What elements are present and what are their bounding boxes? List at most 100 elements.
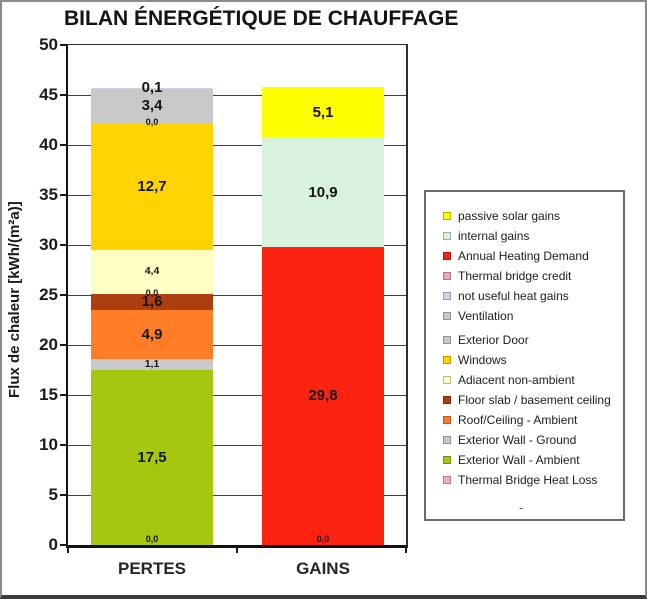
segment-label-exterior-wall-ground: 1,1 [144, 357, 160, 370]
y-gridline [68, 95, 406, 96]
y-tick-label: 0 [48, 535, 58, 554]
y-tick [60, 294, 67, 296]
bar-segment-exterior-wall-ambient [91, 370, 213, 545]
legend-artifact-dash: - [519, 500, 524, 515]
legend-label-floor-slab-basement-ceiling: Floor slab / basement ceiling [458, 393, 611, 407]
segment-label-internal-gains: 10,9 [308, 183, 338, 201]
legend-item-passive-solar-gains: passive solar gains [443, 206, 623, 226]
y-tick-label: 40 [39, 135, 58, 154]
legend-items: passive solar gains internal gains Annual … [443, 206, 623, 490]
legend-label-roof-ceiling-ambient: Roof/Ceiling - Ambient [458, 413, 578, 427]
y-gridline [68, 245, 406, 246]
category-label-gains: GAINS [296, 559, 350, 578]
y-tick [60, 544, 67, 546]
legend-swatch-roof-ceiling-ambient [443, 416, 451, 424]
legend-swatch-passive-solar-gains [443, 212, 451, 220]
legend-item-windows: Windows [443, 350, 623, 370]
segment-label-passive-solar-gains: 5,1 [312, 103, 334, 121]
legend-item-not-useful-heat-gains: not useful heat gains [443, 286, 623, 306]
segment-label-exterior-wall-ambient: 17,5 [137, 448, 167, 466]
y-gridline [68, 195, 406, 196]
x-tick [236, 547, 238, 553]
legend-swatch-annual-heating-demand [443, 252, 451, 260]
legend-swatch-thermal-bridge-credit [443, 272, 451, 280]
legend-swatch-windows [443, 356, 451, 364]
chart-title: BILAN ÉNERGÉTIQUE DE CHAUFFAGE [64, 7, 459, 30]
y-tick [60, 494, 67, 496]
x-tick [405, 547, 407, 553]
y-tick-label: 20 [39, 335, 58, 354]
y-tick-label: 10 [39, 435, 58, 454]
legend-label-annual-heating-demand: Annual Heating Demand [458, 249, 589, 263]
legend-label-adiacent-non-ambient: Adiacent non-ambient [458, 373, 575, 387]
legend-item-exterior-wall-ground: Exterior Wall - Ground [443, 430, 623, 450]
y-gridline [68, 395, 406, 396]
segment-label-annual-heating-demand: 29,8 [308, 387, 338, 404]
legend-swatch-ventilation [443, 312, 451, 320]
legend-label-thermal-bridge-heat-loss: Thermal Bridge Heat Loss [458, 473, 598, 487]
y-tick [60, 144, 67, 146]
y-tick-label: 5 [48, 485, 58, 504]
segment-label-zero-unlabeled: 0,0 [145, 288, 159, 298]
legend-label-not-useful-heat-gains: not useful heat gains [458, 289, 569, 303]
legend-item-internal-gains: internal gains [443, 226, 623, 246]
legend-label-passive-solar-gains: passive solar gains [458, 209, 561, 223]
legend-swatch-exterior-wall-ground [443, 436, 451, 444]
bar-segment-internal-gains [262, 138, 384, 247]
bar-segment-exterior-wall-ground [91, 359, 213, 370]
bar-segment-passive-solar-gains [262, 87, 384, 138]
legend-swatch-internal-gains [443, 232, 451, 240]
legend-swatch-adiacent-non-ambient [443, 376, 451, 384]
segment-label-exterior-door: 0,0 [145, 117, 159, 127]
category-label-pertes: PERTES [117, 559, 187, 578]
y-tick [60, 394, 67, 396]
y-tick-label: 25 [39, 285, 58, 304]
legend-label-windows: Windows [458, 353, 507, 367]
bar-segment-adiacent-non-ambient [91, 250, 213, 294]
legend-item-exterior-door: Exterior Door [443, 330, 623, 350]
y-tick [60, 44, 67, 46]
segment-label-thermal-bridge-heat-loss: 0,0 [145, 534, 159, 544]
segment-label-not-useful-heat-gains: 0,1 [141, 79, 163, 96]
legend-item-ventilation: Ventilation [443, 306, 623, 326]
legend-item-annual-heating-demand: Annual Heating Demand [443, 246, 623, 266]
segment-label-roof-ceiling-ambient: 4,9 [141, 325, 163, 343]
bar-segment-windows [91, 123, 213, 250]
y-tick-label: 45 [39, 85, 58, 104]
bar-segment-ventilation [91, 89, 213, 123]
legend-swatch-not-useful-heat-gains [443, 292, 451, 300]
legend-item-floor-slab-basement-ceiling: Floor slab / basement ceiling [443, 390, 623, 410]
legend-box: passive solar gains internal gains Annual … [424, 190, 625, 521]
legend-item-roof-ceiling-ambient: Roof/Ceiling - Ambient [443, 410, 623, 430]
y-gridline [68, 295, 406, 296]
y-tick [60, 244, 67, 246]
segment-label-windows: 12,7 [137, 177, 167, 195]
y-gridline [68, 495, 406, 496]
legend-item-exterior-wall-ambient: Exterior Wall - Ambient [443, 450, 623, 470]
legend-label-exterior-wall-ambient: Exterior Wall - Ambient [458, 453, 580, 467]
legend-label-exterior-door: Exterior Door [458, 333, 529, 347]
y-tick [60, 94, 67, 96]
y-tick-label: 35 [39, 185, 58, 204]
legend-label-ventilation: Ventilation [458, 309, 514, 323]
legend-swatch-floor-slab-basement-ceiling [443, 396, 451, 404]
y-tick [60, 194, 67, 196]
y-tick-label: 30 [39, 235, 58, 254]
segment-label-ventilation: 3,4 [141, 97, 163, 114]
y-tick-label: 50 [39, 35, 58, 54]
legend-label-exterior-wall-ground: Exterior Wall - Ground [458, 433, 577, 447]
plot-area: 0,0 17,5 1,1 4,9 1,6 0,0 4,4 12,7 0,0 3,4 0,1 0,0 29… [66, 44, 408, 548]
legend-label-internal-gains: internal gains [458, 229, 530, 243]
segment-label-floor-slab-basement-ceiling: 1,6 [141, 293, 163, 310]
bar-segment-annual-heating-demand [262, 247, 384, 545]
legend-swatch-thermal-bridge-heat-loss [443, 476, 451, 484]
legend-item-adiacent-non-ambient: Adiacent non-ambient [443, 370, 623, 390]
legend-swatch-exterior-wall-ambient [443, 456, 451, 464]
bar-segment-not-useful-heat-gains [91, 88, 213, 89]
segment-label-adiacent-non-ambient: 4,4 [144, 265, 160, 277]
bar-segment-floor-slab-basement-ceiling [91, 294, 213, 310]
x-tick [67, 547, 69, 553]
y-gridline [68, 445, 406, 446]
y-gridline [68, 345, 406, 346]
